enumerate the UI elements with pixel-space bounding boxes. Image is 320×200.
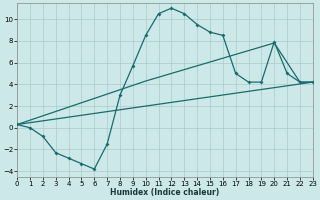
X-axis label: Humidex (Indice chaleur): Humidex (Indice chaleur) <box>110 188 220 197</box>
